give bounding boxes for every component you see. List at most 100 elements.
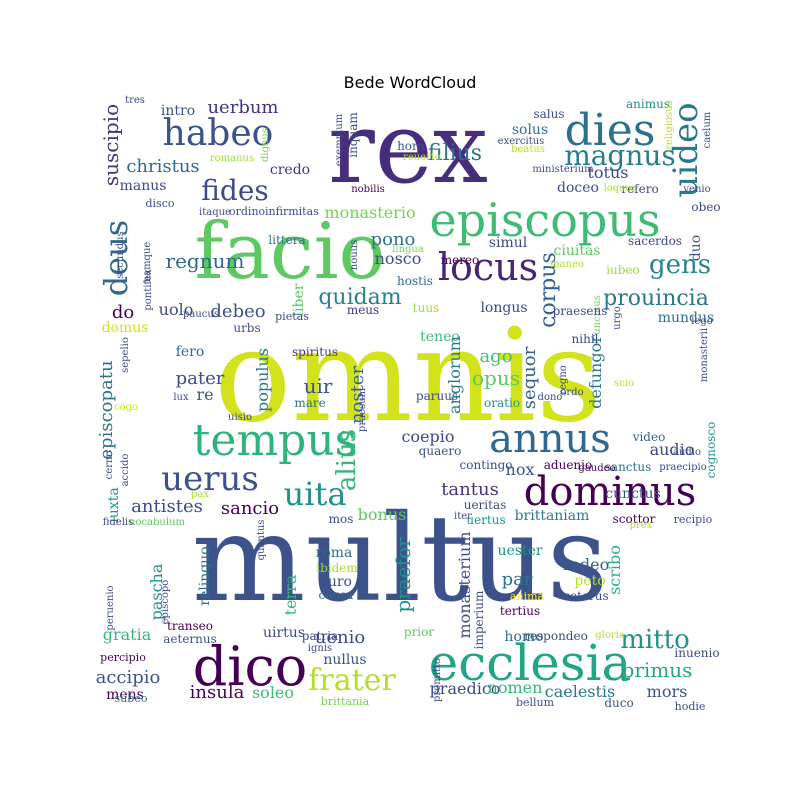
word-monasterio: monasterio xyxy=(324,203,415,222)
word-multus: multus xyxy=(192,490,609,629)
word-curo: curo xyxy=(320,574,352,590)
word-dico: dico xyxy=(193,635,308,698)
word-disco: disco xyxy=(146,197,175,210)
word-magnus: magnus xyxy=(564,139,676,172)
word-exercitus: exercitus xyxy=(498,136,545,147)
word-uocabulum: uocabulum xyxy=(129,517,186,528)
word-peruenio: peruenio xyxy=(105,585,116,630)
word-brittaniam: brittaniam xyxy=(515,508,590,524)
word-sanctus: sanctus xyxy=(605,460,651,474)
word-regno: regno xyxy=(558,365,569,395)
word-ordino: ordino xyxy=(229,205,266,218)
word-nomen: nomen xyxy=(488,678,543,697)
word-totus: totus xyxy=(587,163,628,182)
word-ceterus: ceterus xyxy=(563,589,608,603)
word-audio: audio xyxy=(650,440,695,459)
word-video: video xyxy=(632,430,666,444)
word-maneo: maneo xyxy=(550,259,584,270)
word-simul: simul xyxy=(489,235,528,251)
word-inuenio: inuenio xyxy=(674,646,719,660)
word-infirmitas: infirmitas xyxy=(265,205,319,218)
word-episcopatu: episcopatu xyxy=(96,360,117,459)
word-iter: iter xyxy=(454,511,472,522)
word-refero: refero xyxy=(621,182,658,196)
word-pono: pono xyxy=(371,229,416,250)
word-hodie: hodie xyxy=(675,700,706,713)
word-monasterii: monasterii xyxy=(699,328,710,382)
word-dignus: dignus xyxy=(260,128,271,162)
word-brittania: brittania xyxy=(321,695,370,708)
word-paruus: paruus xyxy=(416,389,458,403)
word-homo: homo xyxy=(504,629,543,645)
word-pontifex: pontifex xyxy=(143,269,154,311)
word-mens: mens xyxy=(106,687,144,703)
word-insula: insula xyxy=(190,682,245,703)
word-quidam: quidam xyxy=(318,285,401,310)
word-domus: domus xyxy=(102,320,149,336)
word-regnum: regnum xyxy=(166,249,245,273)
word-liber: liber xyxy=(291,283,307,316)
word-mare: mare xyxy=(294,396,325,410)
word-inquam: inquam xyxy=(346,112,360,158)
word-uideo: uideo xyxy=(666,102,706,197)
word-coepio: coepio xyxy=(401,427,454,446)
word-omnis: omnis xyxy=(214,302,602,451)
word-sequor: sequor xyxy=(519,346,540,409)
word-rex: rex xyxy=(328,92,488,206)
word-quaero: quaero xyxy=(419,444,462,458)
word-deus: deus xyxy=(97,220,135,296)
word-cunctus: cunctus xyxy=(605,486,661,502)
word-patria: patria xyxy=(302,629,338,643)
word-populus: populus xyxy=(253,348,272,412)
word-mitto: mitto xyxy=(620,625,690,655)
word-reuerto: reuerto xyxy=(403,152,441,163)
word-paucus: paucus xyxy=(183,309,219,320)
word-salus: salus xyxy=(533,107,564,121)
word-iubeo: iubeo xyxy=(606,263,640,277)
word-annus: annus xyxy=(489,416,611,462)
word-cerno: cerno xyxy=(104,451,115,480)
word-littera: littera xyxy=(268,233,305,247)
word-ciuitas: ciuitas xyxy=(554,243,601,259)
word-praesum: praesum xyxy=(357,387,368,432)
word-relinquo: relinquo xyxy=(197,546,213,605)
word-peto: peto xyxy=(574,573,605,589)
word-praefor: praefor xyxy=(391,537,415,613)
word-meus: meus xyxy=(347,303,379,317)
word-re: re xyxy=(196,385,213,404)
word-respondeo: respondeo xyxy=(524,629,588,643)
word-caelum: caelum xyxy=(702,111,713,148)
word-terra: terra xyxy=(281,574,300,615)
word-secundus: secundus xyxy=(115,231,126,279)
word-uncinus: uncinus xyxy=(592,295,603,335)
word-tuus: tuus xyxy=(413,301,439,315)
word-intro: intro xyxy=(161,103,195,119)
word-mors: mors xyxy=(647,682,688,701)
word-longus: longus xyxy=(480,300,527,316)
word-nox: nox xyxy=(506,460,535,479)
word-iuxta: iuxta xyxy=(106,487,122,522)
word-scio: scio xyxy=(614,378,634,389)
word-venio: venio xyxy=(682,184,710,195)
word-oratio: oratio xyxy=(484,396,520,410)
word-habeo: habeo xyxy=(163,113,274,154)
word-fero: fero xyxy=(176,344,205,360)
word-gratia: gratia xyxy=(103,625,152,644)
word-quantus: quantus xyxy=(256,520,267,561)
word-animus: animus xyxy=(626,97,670,111)
word-duo: duo xyxy=(688,235,704,261)
word-filius: filius xyxy=(428,141,482,166)
word-pascha: pascha xyxy=(147,563,166,620)
word-dies: dies xyxy=(565,105,656,156)
word-praecipio: praecipio xyxy=(659,462,706,473)
word-uisio: uisio xyxy=(228,412,252,423)
word-urbs: urbs xyxy=(233,321,260,335)
word-tres: tres xyxy=(125,95,145,106)
word-dominus: dominus xyxy=(524,469,696,515)
word-bonus: bonus xyxy=(358,505,407,524)
word-dono: dono xyxy=(538,392,563,403)
word-roma: roma xyxy=(316,545,353,561)
word-lux: lux xyxy=(173,392,189,403)
word-nouus: nouus xyxy=(349,240,360,270)
